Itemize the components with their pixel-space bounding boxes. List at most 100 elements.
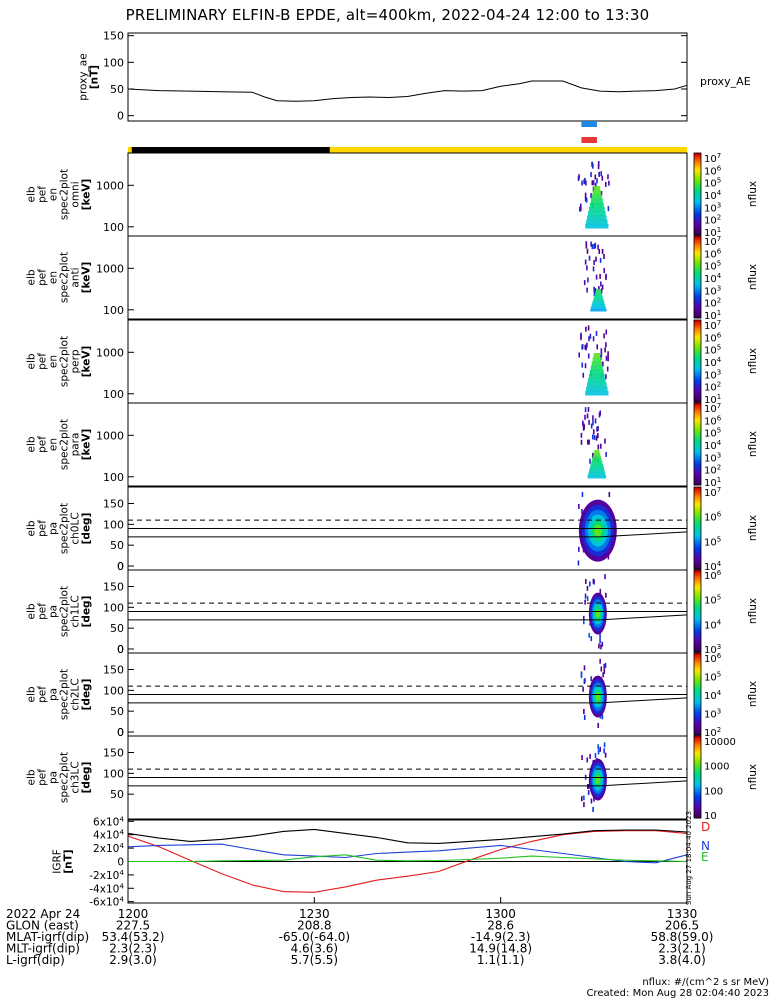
colorbar-energy-1-tick: 104 <box>704 272 722 285</box>
colorbar-pitch-0-tick-base: 10 <box>704 513 717 524</box>
colorbar-energy-3-seg <box>694 472 701 476</box>
colorbar-pitch-2-seg <box>694 696 701 699</box>
flux-blob <box>592 300 604 303</box>
colorbar-pitch-2-tick-base: 10 <box>704 728 717 739</box>
flux-blob <box>587 211 606 216</box>
colorbar-energy-1-tick: 106 <box>704 247 722 260</box>
colorbar-energy-0-label-g: nflux <box>747 181 759 207</box>
colorbar-energy-3-seg <box>694 478 701 482</box>
colorbar-pitch-2-frame <box>693 652 702 736</box>
colorbar-pitch-0-seg <box>694 544 701 547</box>
ytick-label: 100 <box>103 56 124 69</box>
colorbar-pitch-1-seg <box>694 602 701 606</box>
colorbar-pitch-3-tick-base: 10 <box>704 811 717 822</box>
flux-blob <box>589 466 604 471</box>
colorbar-energy-2-seg <box>694 344 701 348</box>
colorbar-energy-0-seg <box>694 167 701 170</box>
pitch-ylabel-0-line: ch0LC <box>70 512 82 544</box>
proxy-ae-ylabel-line: [nT] <box>89 65 101 89</box>
colorbar-pitch-2-seg <box>694 708 701 711</box>
colorbar-energy-1-tick-exp: 6 <box>717 247 722 255</box>
energy-ylabel-1: elb pef en spec2plot anti [keV] <box>26 252 93 303</box>
igrf-ytick-base: -2x10 <box>89 870 119 882</box>
row-value: 1300 <box>485 907 516 921</box>
colorbar-pitch-2-tick-exp: 3 <box>717 708 721 716</box>
colorbar-energy-2-seg <box>694 373 701 376</box>
colorbar-pitch-0-tick: 104 <box>704 560 722 573</box>
colorbar-energy-0-tick-base: 10 <box>704 216 717 227</box>
colorbar-energy-0-tick-base: 10 <box>704 179 717 190</box>
colorbar-pitch-3-seg <box>694 809 701 813</box>
colorbar-pitch-1-tick-exp: 4 <box>717 618 722 626</box>
colorbar-energy-0-seg <box>694 157 701 160</box>
colorbar-energy-2-seg <box>694 369 701 372</box>
colorbar-pitch-2-seg <box>694 718 701 722</box>
ytick-label: 0 <box>117 643 124 656</box>
colorbar-energy-0-seg <box>694 159 701 162</box>
pitch-ylabel-2-line: spec2plot <box>59 669 71 720</box>
colorbar-energy-3-seg <box>694 448 701 451</box>
colorbar-pitch-0-seg <box>694 501 701 504</box>
colorbar-pitch-2-seg <box>694 730 701 734</box>
colorbar-pitch-2-seg <box>694 669 701 672</box>
ytick-label: 0 <box>117 643 124 656</box>
flux-blob <box>585 223 609 229</box>
colorbar-energy-2-seg <box>694 397 701 401</box>
state-bar-segment <box>329 147 687 153</box>
colorbar-energy-3-seg <box>694 460 701 463</box>
flux-blob <box>595 609 601 618</box>
colorbar-energy-0-seg <box>694 202 701 205</box>
energy-ylabel-0-line: en <box>48 188 60 201</box>
flux-blob <box>593 452 601 457</box>
colorbar-pitch-2-seg <box>694 694 701 697</box>
colorbar-energy-0-frame <box>693 152 702 236</box>
colorbar-pitch-0-seg <box>694 493 701 496</box>
created-note: Created: Mon Aug 28 02:04:40 2023 <box>586 988 769 999</box>
colorbar-energy-3-seg <box>694 419 701 422</box>
energy-ylabel-1-line: spec2plot <box>59 252 71 303</box>
colorbar-pitch-2-tick-exp: 4 <box>717 689 722 697</box>
colorbar-energy-2-seg <box>694 363 701 366</box>
colorbar-energy-1-seg <box>694 311 701 315</box>
colorbar-pitch-1-label: nflux <box>747 598 759 624</box>
colorbar-energy-0-tick: 102 <box>704 214 721 227</box>
colorbar-energy-1-tick-base: 10 <box>704 286 717 297</box>
colorbar-energy-2-tick-base: 10 <box>704 383 717 394</box>
colorbar-pitch-0-seg <box>694 530 701 533</box>
flux-blob <box>591 461 603 465</box>
pitch-ylabel-1-line: spec2plot <box>59 586 71 637</box>
row-label: L-igrf(dip) <box>6 953 65 967</box>
colorbar-energy-2-tick: 102 <box>704 381 721 394</box>
colorbar-pitch-0-label: nflux <box>747 515 759 541</box>
colorbar-energy-3-seg <box>694 417 701 420</box>
colorbar-pitch-2-seg <box>694 673 701 677</box>
colorbar-pitch-0-seg <box>694 548 701 552</box>
colorbar-energy-3-seg <box>694 468 701 472</box>
solid-line-rise <box>600 531 688 538</box>
ytick-label: 1000 <box>96 262 124 275</box>
ytick-label: 150 <box>103 747 124 760</box>
flux-blob <box>589 469 605 473</box>
row-value: 2.3(2.3) <box>109 942 157 956</box>
colorbar-energy-3-seg <box>694 431 701 435</box>
colorbar-energy-3-seg <box>694 476 701 480</box>
colorbar-energy-2-seg <box>694 348 701 352</box>
colorbar-energy-1-tick: 107 <box>704 235 721 248</box>
panel-frame <box>127 819 688 904</box>
colorbar-energy-0-seg <box>694 191 701 195</box>
colorbar-energy-0-seg <box>694 214 701 218</box>
colorbar-pitch-3-seg <box>694 750 701 753</box>
colorbar-energy-1-seg <box>694 272 701 276</box>
colorbar-pitch-3-seg <box>694 807 701 811</box>
pitch-ylabel-1-line: pa <box>48 605 60 618</box>
colorbar-pitch-3-tick-base: 1000 <box>704 762 729 773</box>
colorbar-energy-1-tick: 105 <box>704 260 721 273</box>
flux-blob <box>596 289 601 292</box>
colorbar-pitch-3-seg <box>694 803 701 807</box>
row-value: 2.3(2.1) <box>658 942 706 956</box>
colorbar-energy-3-seg <box>694 433 701 437</box>
colorbar-pitch-0-seg <box>694 499 701 502</box>
colorbar-pitch-3-seg <box>694 736 701 739</box>
